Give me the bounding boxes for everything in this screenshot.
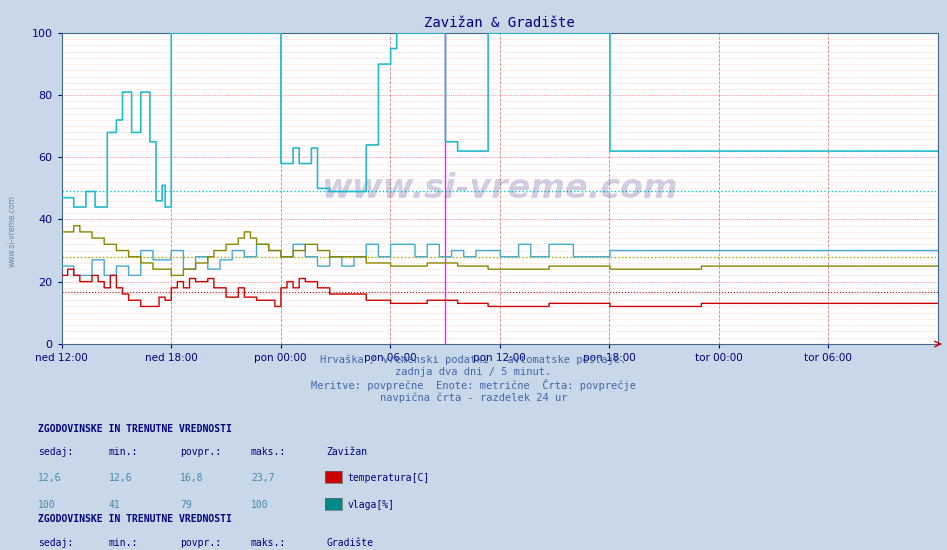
Text: 100: 100 <box>38 499 56 510</box>
Text: ZGODOVINSKE IN TRENUTNE VREDNOSTI: ZGODOVINSKE IN TRENUTNE VREDNOSTI <box>38 424 232 434</box>
Text: sedaj:: sedaj: <box>38 537 73 548</box>
Title: Zavižan & Gradište: Zavižan & Gradište <box>424 16 575 30</box>
Text: www.si-vreme.com: www.si-vreme.com <box>8 195 17 267</box>
Text: 100: 100 <box>251 499 269 510</box>
Text: maks.:: maks.: <box>251 537 286 548</box>
Text: povpr.:: povpr.: <box>180 447 221 457</box>
Text: temperatura[C]: temperatura[C] <box>348 473 430 483</box>
Text: ZGODOVINSKE IN TRENUTNE VREDNOSTI: ZGODOVINSKE IN TRENUTNE VREDNOSTI <box>38 514 232 525</box>
Text: povpr.:: povpr.: <box>180 537 221 548</box>
Text: Gradište: Gradište <box>327 537 374 548</box>
Text: min.:: min.: <box>109 537 138 548</box>
Text: Hrvaška / vremenski podatki - avtomatske postaje.
zadnja dva dni / 5 minut.
Meri: Hrvaška / vremenski podatki - avtomatske… <box>311 355 636 403</box>
Text: 12,6: 12,6 <box>109 473 133 483</box>
Text: Zavižan: Zavižan <box>327 447 367 457</box>
Text: maks.:: maks.: <box>251 447 286 457</box>
Text: vlaga[%]: vlaga[%] <box>348 499 395 510</box>
Text: 79: 79 <box>180 499 191 510</box>
Text: www.si-vreme.com: www.si-vreme.com <box>321 172 678 205</box>
Text: sedaj:: sedaj: <box>38 447 73 457</box>
Text: 41: 41 <box>109 499 120 510</box>
Text: 12,6: 12,6 <box>38 473 62 483</box>
Text: 23,7: 23,7 <box>251 473 275 483</box>
Text: min.:: min.: <box>109 447 138 457</box>
Text: 16,8: 16,8 <box>180 473 204 483</box>
